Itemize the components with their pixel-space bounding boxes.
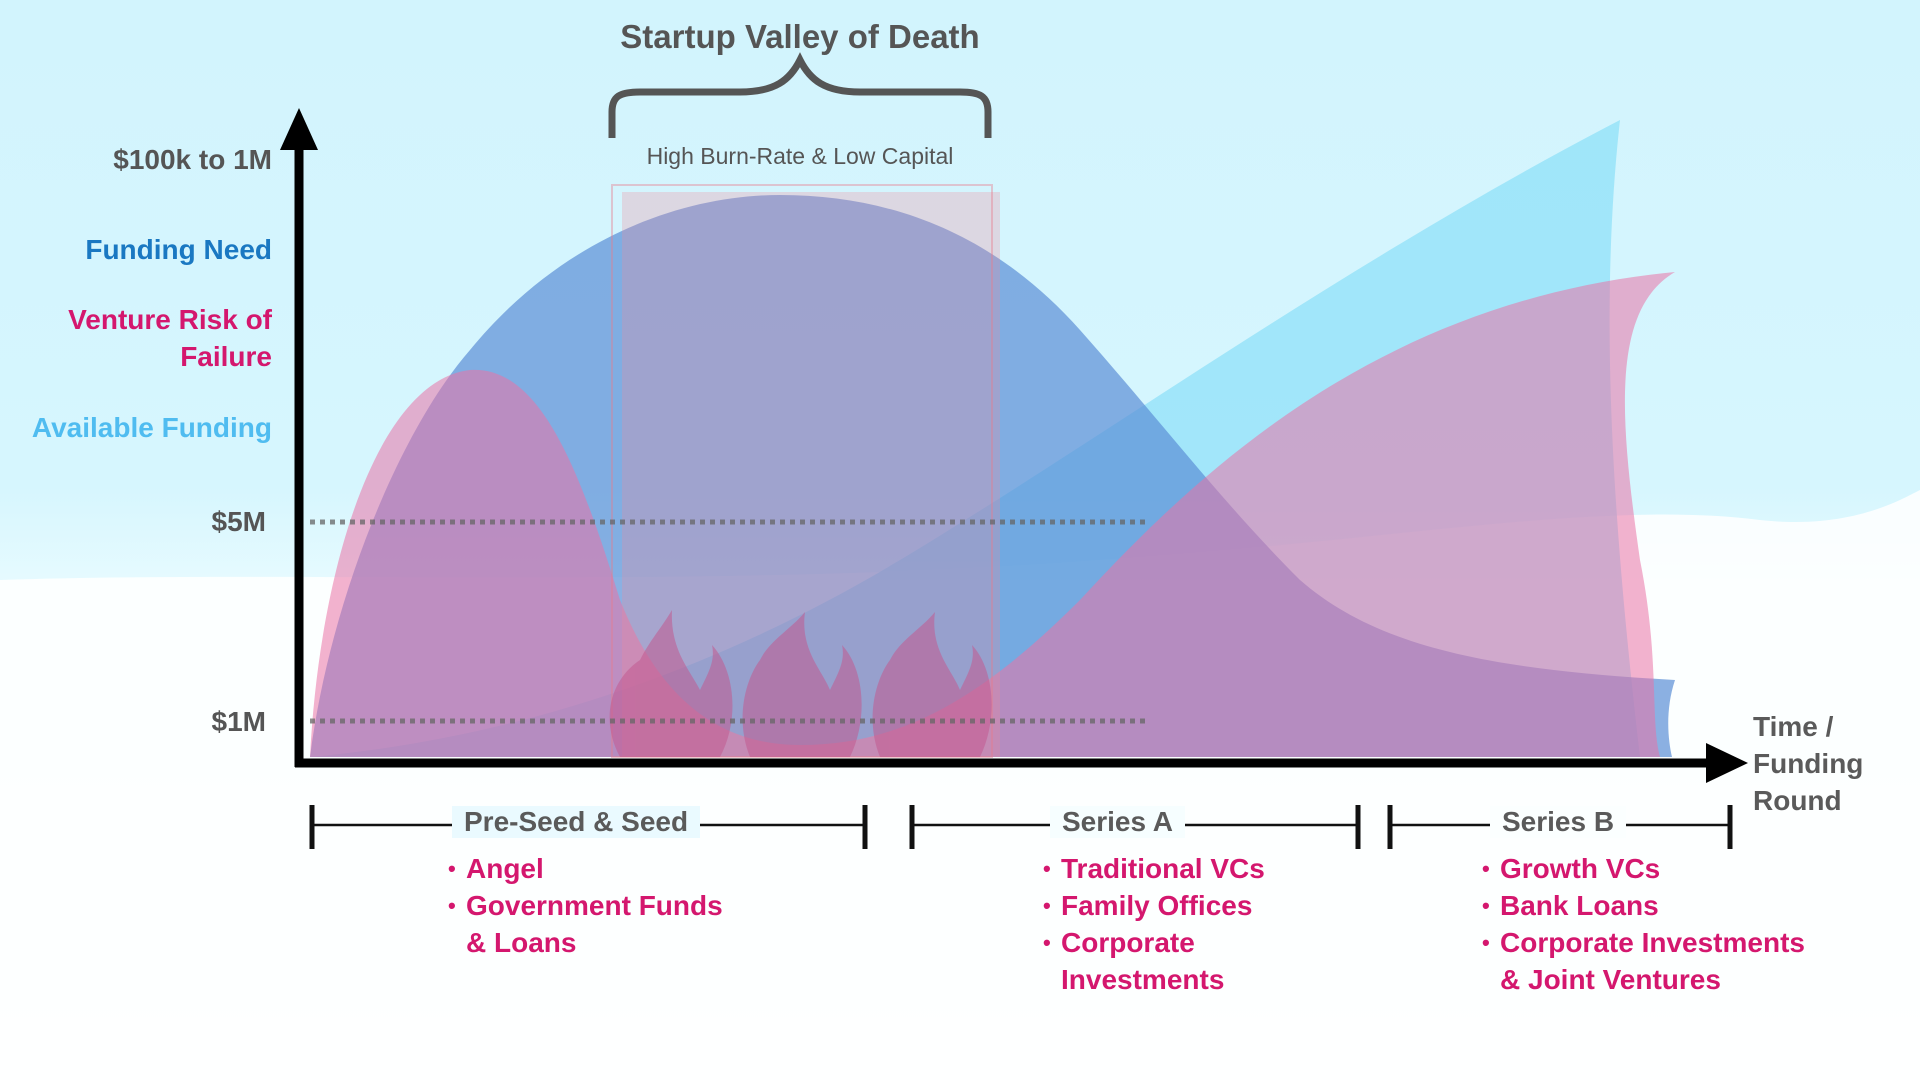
y-axis-arrow-icon (280, 108, 318, 150)
list-item: • Traditional VCs (1043, 853, 1265, 884)
brace-icon (608, 52, 992, 138)
list-item: • Corporate (1043, 927, 1195, 958)
stage-label-seed: Pre-Seed & Seed (452, 806, 701, 838)
list-item: • Family Offices (1043, 890, 1253, 921)
stage-label-series-a: Series A (1050, 806, 1186, 838)
valley-subtitle: High Burn-Rate & Low Capital (646, 143, 954, 169)
legend-funding-need: Funding Need (85, 234, 272, 265)
stage-label-series-b: Series B (1490, 806, 1627, 838)
venture-risk-area (310, 272, 1675, 757)
legend-venture-risk-line1: Venture Risk of (68, 304, 272, 335)
list-item: • Government Funds (448, 890, 723, 921)
fire-icon (609, 610, 992, 757)
x-axis-arrow-icon (1706, 743, 1748, 783)
list-item: • Corporate Investments (1482, 927, 1805, 958)
list-item: & Joint Ventures (1500, 964, 1721, 995)
y-tick-1m: $1M (211, 706, 266, 737)
list-item: Investments (1061, 964, 1225, 995)
seed-sources-list: • Angel • Government Funds & Loans (448, 850, 723, 961)
list-item: • Bank Loans (1482, 890, 1659, 921)
legend-available-funding: Available Funding (31, 412, 272, 443)
series-a-sources-list: • Traditional VCs • Family Offices • Corpor… (1043, 850, 1265, 998)
list-item: • Growth VCs (1482, 853, 1661, 884)
list-item: & Loans (466, 927, 577, 958)
series-b-sources-list: • Growth VCs • Bank Loans • Corporate Inves… (1482, 850, 1805, 998)
list-item: • Angel (448, 853, 544, 884)
x-axis-label: Time / Funding Round (1753, 711, 1864, 816)
y-axis-top-label: $100k to 1M (113, 144, 272, 175)
diagram-title: Startup Valley of Death (620, 18, 980, 55)
legend-venture-risk-line2: Failure (180, 341, 272, 372)
y-tick-5m: $5M (211, 506, 266, 537)
